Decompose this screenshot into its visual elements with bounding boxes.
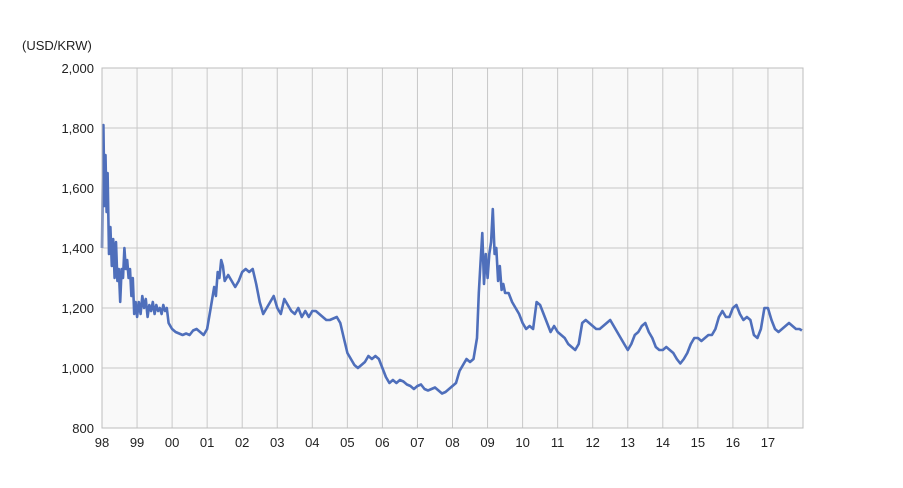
y-tick-label: 1,600 (61, 181, 94, 196)
x-tick-label: 03 (270, 435, 284, 450)
x-tick-label: 10 (515, 435, 529, 450)
y-tick-label: 2,000 (61, 61, 94, 76)
x-tick-label: 17 (761, 435, 775, 450)
y-tick-label: 800 (72, 421, 94, 436)
y-tick-label: 1,200 (61, 301, 94, 316)
x-tick-label: 14 (656, 435, 670, 450)
y-axis: 800 1,000 1,200 1,400 1,600 1,800 2,000 (61, 61, 94, 436)
x-tick-label: 12 (585, 435, 599, 450)
x-tick-label: 13 (621, 435, 635, 450)
x-tick-label: 07 (410, 435, 424, 450)
x-tick-label: 05 (340, 435, 354, 450)
x-tick-label: 15 (691, 435, 705, 450)
x-tick-label: 04 (305, 435, 319, 450)
x-tick-label: 98 (95, 435, 109, 450)
x-tick-label: 11 (551, 435, 565, 450)
x-tick-label: 16 (726, 435, 740, 450)
x-tick-label: 02 (235, 435, 249, 450)
x-tick-label: 09 (480, 435, 494, 450)
y-tick-label: 1,000 (61, 361, 94, 376)
x-tick-label: 06 (375, 435, 389, 450)
plot-frame (101, 67, 804, 429)
y-tick-label: 1,800 (61, 121, 94, 136)
grid (101, 67, 803, 429)
y-tick-label: 1,400 (61, 241, 94, 256)
series-line (100, 123, 803, 395)
x-tick-label: 01 (200, 435, 214, 450)
x-tick-label: 08 (445, 435, 459, 450)
x-tick-label: 00 (165, 435, 179, 450)
x-axis: 98 99 00 01 02 03 04 05 06 07 08 09 10 11 12 13 14 15 16 17 (95, 435, 775, 450)
x-tick-label: 99 (130, 435, 144, 450)
unit-label: (USD/KRW) (22, 38, 92, 53)
